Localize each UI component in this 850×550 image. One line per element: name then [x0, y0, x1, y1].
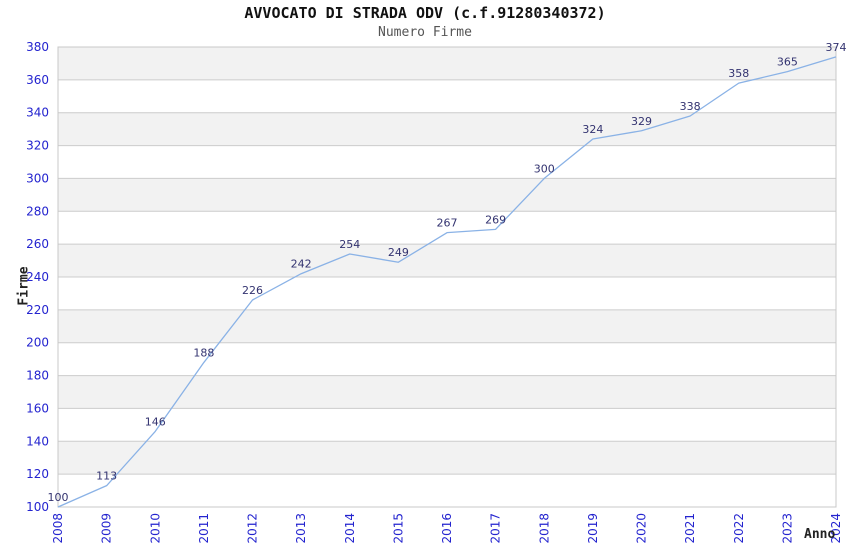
y-tick-label: 200: [26, 336, 49, 350]
data-label: 338: [680, 100, 701, 113]
chart-subtitle: Numero Firme: [378, 25, 472, 40]
data-label: 365: [777, 56, 798, 69]
plot-border: [57, 46, 837, 508]
x-tick-label: 2013: [294, 513, 308, 544]
y-tick-label: 300: [26, 171, 49, 185]
x-tick-label: 2011: [197, 513, 211, 544]
data-label: 254: [339, 238, 360, 251]
x-tick-label: 2016: [440, 513, 454, 544]
plot-band: [58, 441, 836, 475]
y-tick-label: 100: [26, 500, 49, 514]
data-label: 324: [582, 123, 603, 136]
x-tick-label: 2022: [732, 513, 746, 544]
plot-band: [58, 375, 836, 409]
x-tick-label: 2014: [343, 513, 357, 544]
y-tick-label: 240: [26, 270, 49, 284]
chart-title: AVVOCATO DI STRADA ODV (c.f.91280340372): [244, 4, 606, 22]
data-label: 374: [826, 41, 847, 54]
data-label: 267: [437, 217, 458, 230]
y-tick-label: 220: [26, 303, 49, 317]
x-tick-label: 2015: [391, 513, 405, 544]
x-tick-label: 2021: [683, 513, 697, 544]
data-label: 113: [96, 470, 117, 483]
data-label: 358: [728, 67, 749, 80]
data-label: 226: [242, 284, 263, 297]
y-tick-label: 120: [26, 467, 49, 481]
y-tick-label: 280: [26, 204, 49, 218]
data-label: 249: [388, 246, 409, 259]
y-tick-label: 260: [26, 237, 49, 251]
x-tick-label: 2018: [537, 513, 551, 544]
x-axis-title: Anno: [804, 527, 836, 542]
plot-band: [58, 244, 836, 277]
x-tick-label: 2010: [148, 513, 162, 544]
data-label: 188: [193, 346, 214, 359]
x-tick-label: 2009: [100, 513, 114, 544]
data-label: 300: [534, 162, 555, 175]
series-line: [57, 56, 837, 508]
data-label: 242: [291, 258, 312, 271]
y-tick-label: 340: [26, 106, 49, 120]
y-tick-label: 380: [26, 40, 49, 54]
x-tick-label: 2019: [586, 513, 600, 544]
x-tick-label: 2012: [246, 513, 260, 544]
data-label: 146: [145, 415, 166, 428]
y-tick-label: 320: [26, 139, 49, 153]
data-label: 269: [485, 213, 506, 226]
plot-band: [58, 309, 836, 343]
data-label: 329: [631, 115, 652, 128]
plot-band: [58, 112, 836, 146]
x-tick-label: 2024: [829, 513, 843, 544]
y-tick-label: 180: [26, 369, 49, 383]
y-tick-label: 360: [26, 73, 49, 87]
plot-band: [58, 178, 836, 212]
x-tick-label: 2008: [51, 513, 65, 544]
y-tick-label: 140: [26, 434, 49, 448]
x-tick-label: 2017: [489, 513, 503, 544]
x-tick-label: 2020: [635, 513, 649, 544]
x-tick-label: 2023: [780, 513, 794, 544]
y-tick-label: 160: [26, 401, 49, 415]
plot-band: [58, 47, 836, 80]
data-label: 100: [48, 491, 69, 504]
